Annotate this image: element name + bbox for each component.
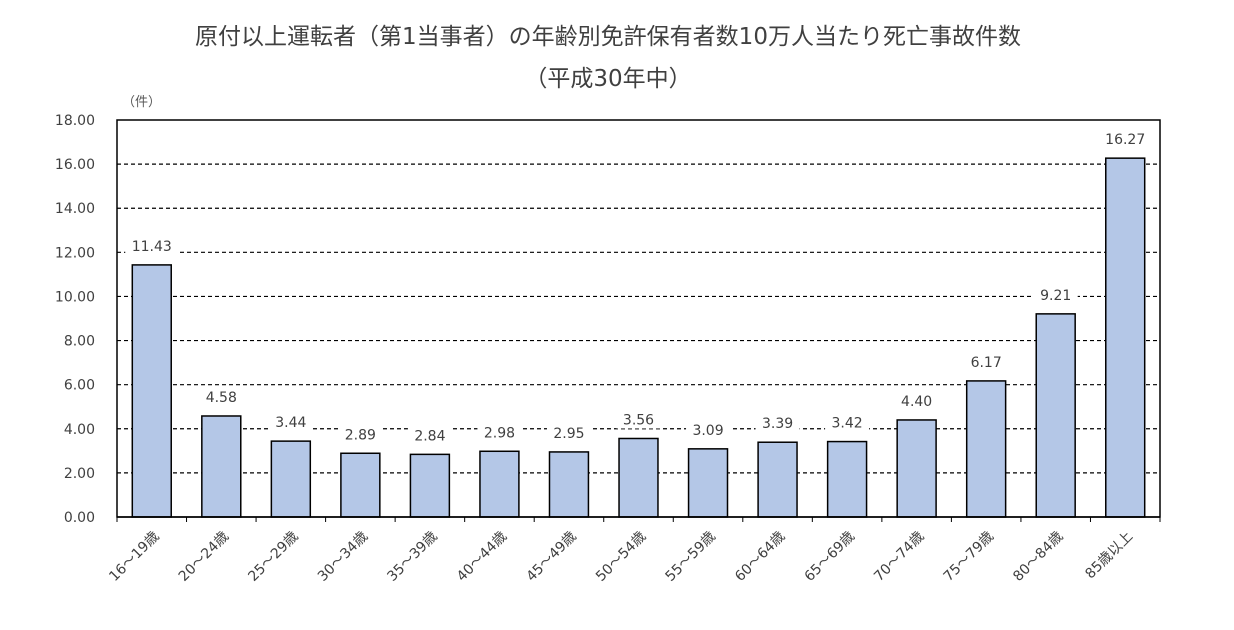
bar xyxy=(409,453,451,518)
y-tick-label: 16.00 xyxy=(55,157,95,173)
data-label-bg xyxy=(825,411,870,432)
x-tick-label: 16～19歳 xyxy=(106,529,162,585)
data-label-bg xyxy=(894,389,939,410)
x-tick-label: 35～39歳 xyxy=(384,529,440,585)
data-label-bg xyxy=(407,424,452,445)
bar xyxy=(548,451,590,518)
x-tick-label: 70～74歳 xyxy=(871,529,927,585)
x-tick-label: 50～54歳 xyxy=(593,529,649,585)
y-tick-label: 8.00 xyxy=(64,334,95,350)
x-tick-label: 65～69歳 xyxy=(802,529,858,585)
bar xyxy=(757,441,798,518)
bar xyxy=(965,380,1007,518)
axes xyxy=(116,119,1161,522)
x-tick-label: 20～24歳 xyxy=(176,529,232,585)
x-tick-label: 75～79歳 xyxy=(941,529,997,585)
y-unit-label: （件） xyxy=(122,95,161,110)
data-label: 2.98 xyxy=(484,425,515,441)
data-labels: 11.43 4.58 3.44 2.89 2.84 2.98 2.95 3.56 3.09 3.3… xyxy=(125,128,1152,445)
data-label: 3.39 xyxy=(762,416,793,432)
data-label-bg xyxy=(338,423,383,444)
data-label-bg xyxy=(964,350,1009,371)
bar xyxy=(1035,313,1076,518)
x-tick-label: 55～59歳 xyxy=(663,529,719,585)
data-label-bg xyxy=(477,421,522,442)
x-tick-label: 85歳以上 xyxy=(1082,529,1136,583)
data-label: 2.95 xyxy=(553,426,584,442)
x-tick-label: 60～64歳 xyxy=(732,529,788,585)
y-tick-label: 2.00 xyxy=(64,466,95,482)
bar xyxy=(479,450,520,518)
data-label: 3.44 xyxy=(275,415,306,431)
bar xyxy=(270,440,312,518)
y-tick-label: 4.00 xyxy=(64,422,95,438)
data-label-bg xyxy=(268,411,313,432)
data-label: 9.21 xyxy=(1040,288,1071,304)
data-label-bg xyxy=(686,418,731,439)
bar xyxy=(340,452,381,518)
data-label: 3.42 xyxy=(832,416,863,432)
bar xyxy=(618,437,659,518)
y-tick-label: 12.00 xyxy=(55,245,95,261)
bar xyxy=(687,448,729,518)
bar xyxy=(201,415,242,518)
y-tick-label: 6.00 xyxy=(64,378,95,394)
data-label-bg xyxy=(125,234,179,255)
chart-title-line2: （平成30年中） xyxy=(524,66,691,92)
data-label-bg xyxy=(755,412,800,433)
data-label: 4.40 xyxy=(901,394,932,410)
data-label: 4.58 xyxy=(206,390,237,406)
bar xyxy=(896,419,937,518)
data-label: 16.27 xyxy=(1105,132,1145,148)
y-tick-label: 0.00 xyxy=(64,510,95,526)
x-tick-label: 25～29歳 xyxy=(245,529,301,585)
data-label: 2.89 xyxy=(345,427,376,443)
y-tick-label: 10.00 xyxy=(55,289,95,305)
y-tick-label: 14.00 xyxy=(55,201,95,217)
bars xyxy=(131,157,1146,518)
data-label: 3.09 xyxy=(692,423,723,439)
data-label: 2.84 xyxy=(414,428,445,444)
data-label-bg xyxy=(616,408,661,429)
data-label-bg xyxy=(1098,128,1152,149)
data-label: 6.17 xyxy=(971,355,1002,371)
x-tick-labels: 16～19歳 20～24歳 25～29歳 30～34歳 35～39歳 40～44歳 45～4… xyxy=(106,529,1136,585)
data-label-bg xyxy=(199,385,244,406)
y-tick-label: 18.00 xyxy=(55,113,95,129)
chart-title-line1: 原付以上運転者（第1当事者）の年齢別免許保有者数10万人当たり死亡事故件数 xyxy=(195,24,1021,50)
bar xyxy=(1105,157,1146,518)
data-label: 3.56 xyxy=(623,412,654,428)
data-label-bg xyxy=(1033,283,1078,304)
y-tick-labels: 0.00 2.00 4.00 6.00 8.00 10.00 12.00 14.00 16.00… xyxy=(55,113,95,526)
x-tick-label: 40～44歳 xyxy=(454,529,510,585)
x-tick-label: 30～34歳 xyxy=(315,529,371,585)
bar xyxy=(826,440,868,518)
data-label-bg xyxy=(546,421,591,442)
data-label: 11.43 xyxy=(132,239,172,255)
x-tick-label: 45～49歳 xyxy=(523,529,579,585)
x-tick-label: 80～84歳 xyxy=(1010,529,1066,585)
bar xyxy=(131,264,172,518)
